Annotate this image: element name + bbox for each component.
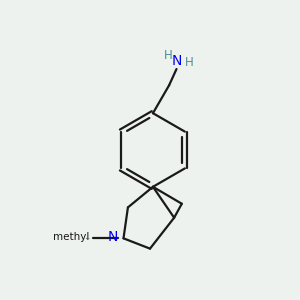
Text: H: H bbox=[164, 49, 172, 62]
Text: methyl: methyl bbox=[85, 238, 91, 239]
Text: H: H bbox=[184, 56, 193, 69]
Text: methyl: methyl bbox=[53, 232, 90, 242]
Text: N: N bbox=[108, 230, 118, 244]
Text: N: N bbox=[171, 54, 182, 68]
